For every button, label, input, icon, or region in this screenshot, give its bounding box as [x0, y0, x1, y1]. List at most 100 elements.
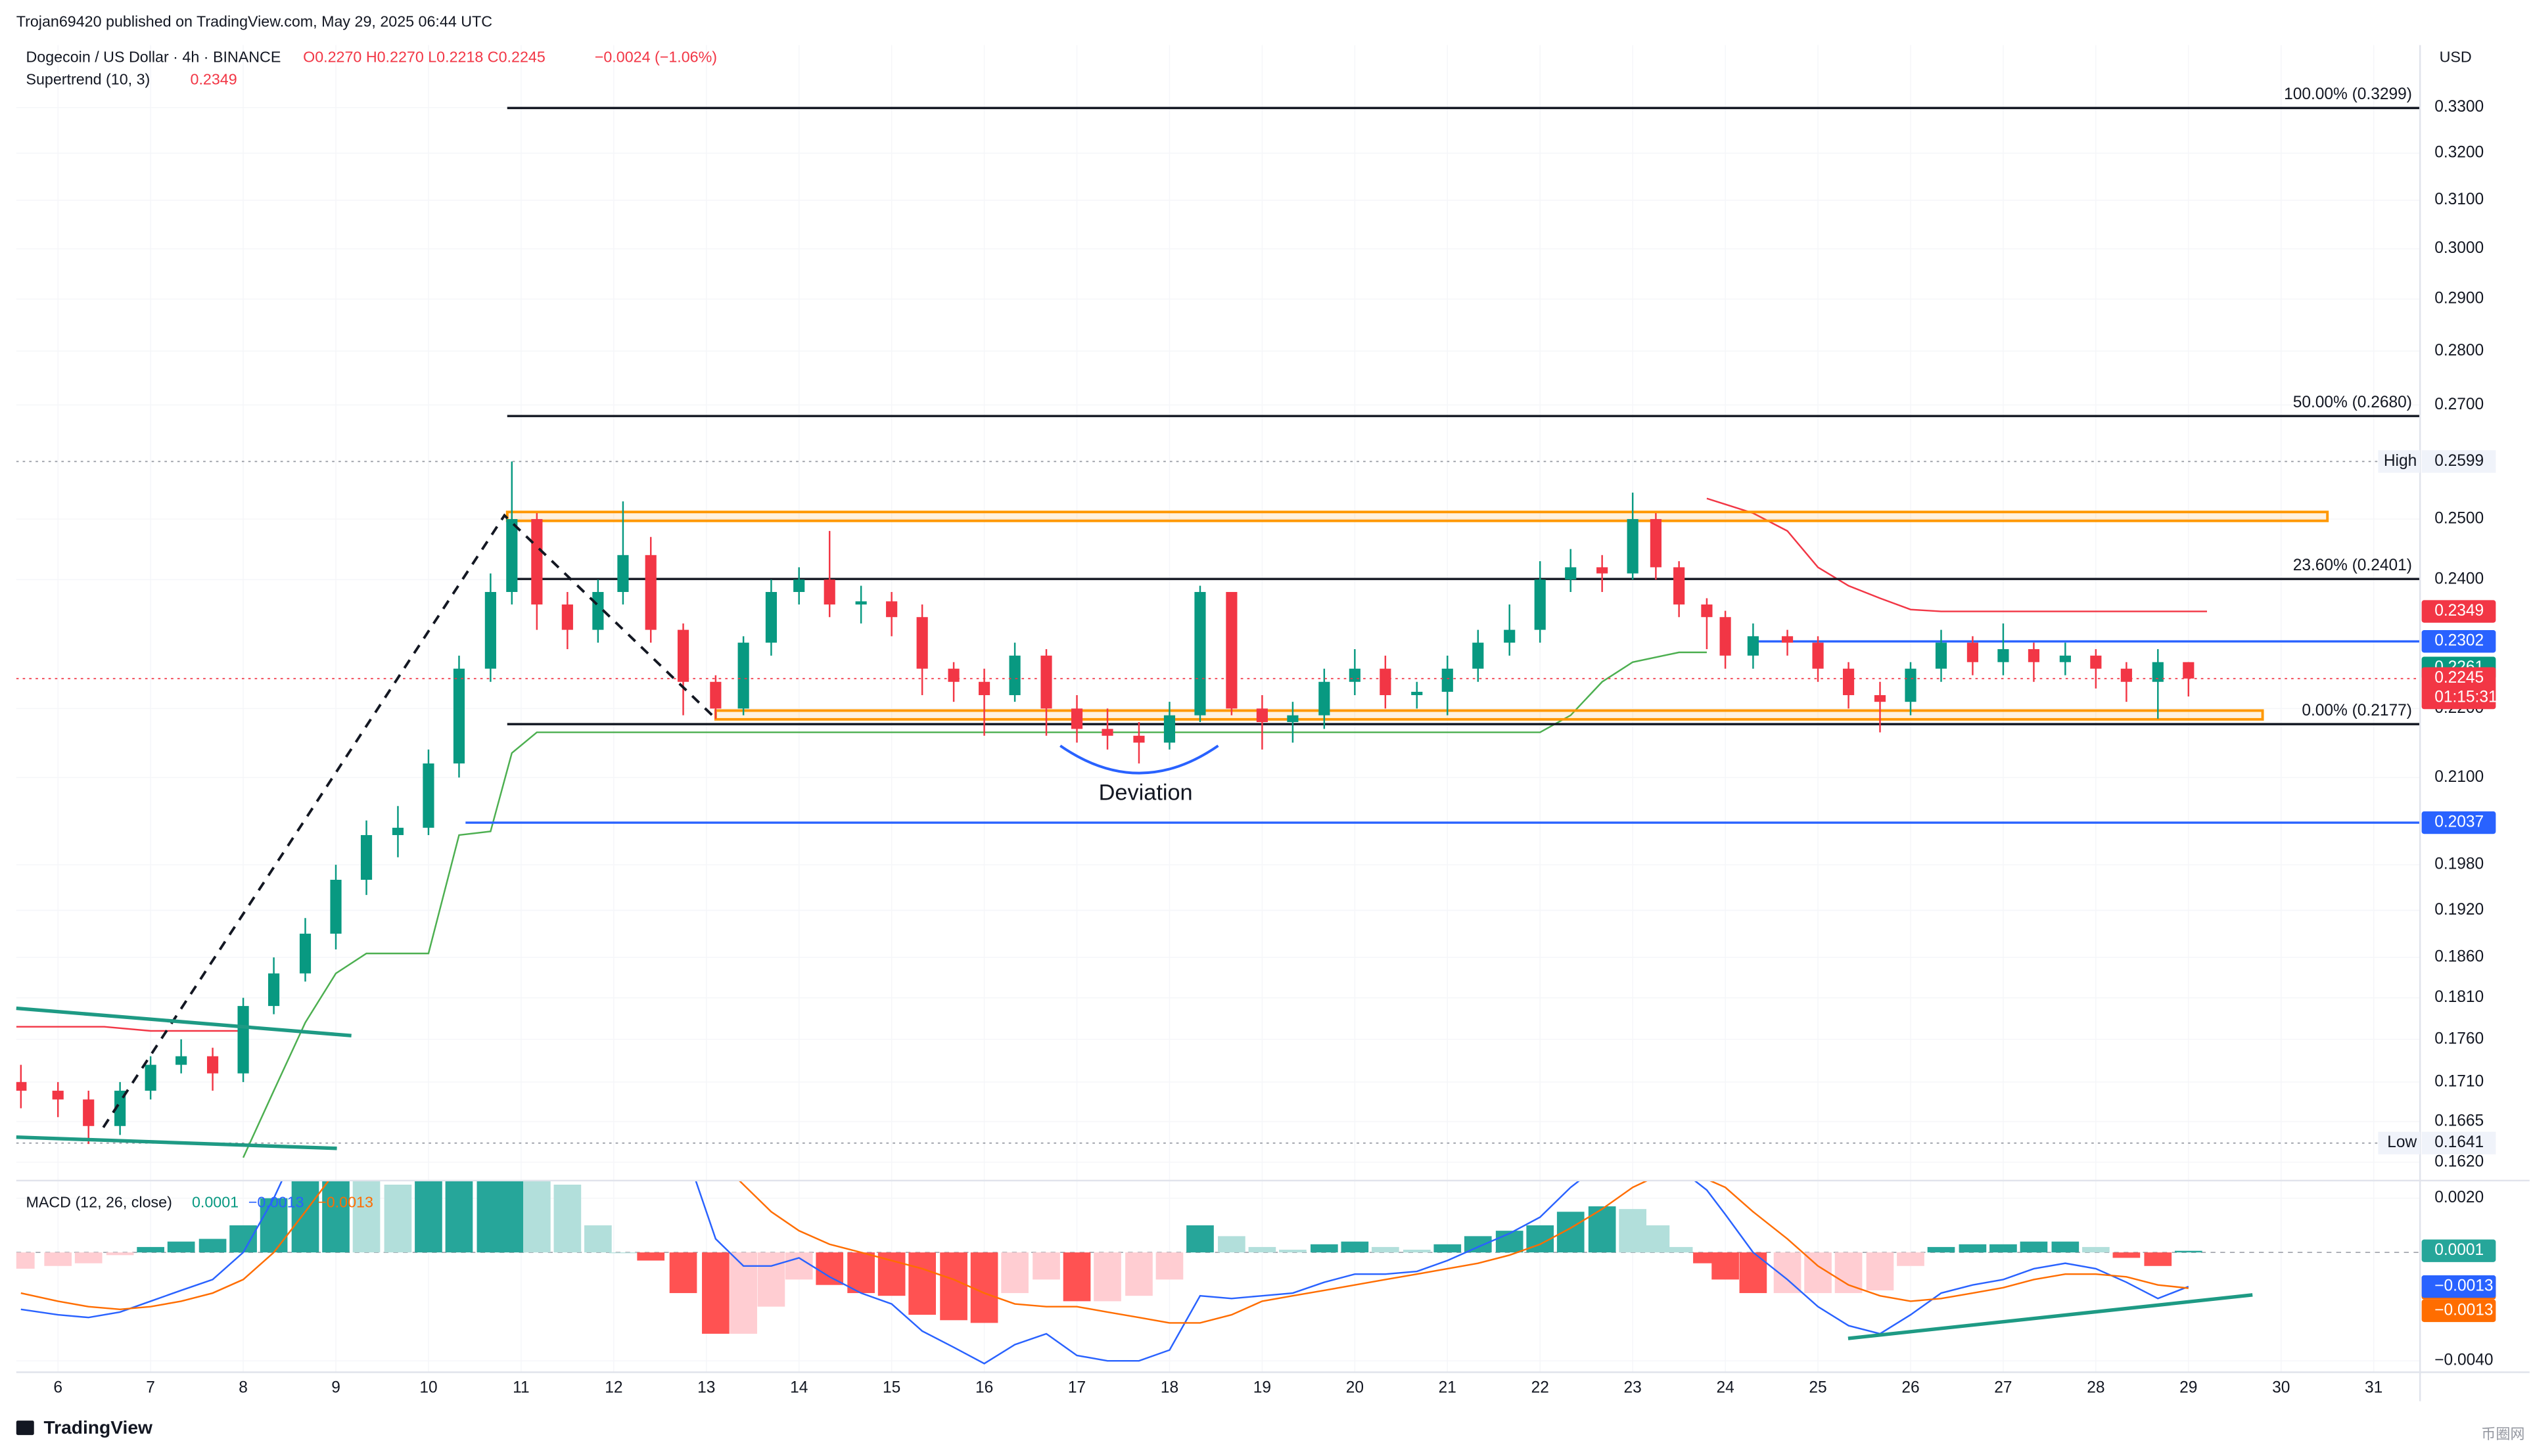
candle-body: [645, 555, 657, 630]
price-tag-box: [2421, 811, 2496, 834]
histogram-bar: [498, 1180, 526, 1253]
candle-body: [1534, 580, 1546, 630]
extreme-tag: 0.2599: [2434, 452, 2484, 470]
x-tick-label: 20: [1346, 1379, 1364, 1397]
candle-body: [16, 1081, 27, 1091]
histogram-bar: [785, 1252, 813, 1280]
price-pane: [16, 106, 2421, 1158]
x-tick-label: 9: [331, 1379, 340, 1397]
y-tick-label: 0.2900: [2434, 290, 2484, 307]
histogram-bar: [1804, 1252, 1832, 1294]
histogram-bar: [1063, 1252, 1091, 1302]
histogram-bar: [816, 1252, 844, 1285]
x-tick-label: 28: [2087, 1379, 2104, 1397]
y-tick-label: 0.1620: [2434, 1152, 2484, 1170]
histogram-bar: [730, 1252, 757, 1334]
candle-body: [1287, 715, 1299, 723]
candle-body: [617, 555, 629, 592]
price-tag: 0.2245: [2434, 669, 2484, 687]
trend-line: [16, 1006, 352, 1037]
macd-tag-box: [2421, 1299, 2496, 1323]
macd-legend-signal: −0.0013: [317, 1193, 373, 1210]
price-tag-box: [2421, 667, 2496, 710]
trend-line: [16, 1135, 337, 1150]
x-tick-label: 31: [2365, 1379, 2382, 1397]
histogram-bar: [2051, 1241, 2080, 1253]
histogram-bar: [1711, 1252, 1739, 1280]
currency: USD: [2440, 48, 2472, 65]
candle-body: [1747, 636, 1759, 656]
histogram-bar: [877, 1252, 906, 1296]
histogram-bar: [1642, 1225, 1670, 1253]
histogram-bar: [1927, 1246, 1955, 1253]
histogram-bar: [16, 1252, 35, 1269]
x-tick-label: 21: [1439, 1379, 1456, 1397]
histogram-bar: [445, 1180, 473, 1253]
macd-tag-box: [2421, 1239, 2496, 1262]
histogram-bar: [1403, 1250, 1431, 1253]
candle-body: [268, 973, 280, 1007]
symbol-title: Dogecoin / US Dollar · 4h · BINANCE: [26, 48, 281, 65]
y-tick-label: 0.2400: [2434, 570, 2484, 588]
histogram-bar: [44, 1252, 72, 1266]
candle-body: [1133, 735, 1145, 743]
x-tick-label: 12: [605, 1379, 622, 1397]
candle-body: [1226, 591, 1238, 709]
histogram-bar: [1001, 1252, 1029, 1294]
candle-body: [710, 681, 722, 709]
histogram-bar: [1372, 1246, 1399, 1253]
grid: [16, 45, 2421, 1373]
histogram-bar: [1155, 1252, 1184, 1280]
supertrend-line: [242, 651, 1707, 1158]
y-tick-label: 0.3200: [2434, 144, 2484, 162]
price-change: −0.0024 (−1.06%): [595, 48, 717, 65]
x-tick-label: 7: [146, 1379, 155, 1397]
candle-body: [1966, 643, 1978, 662]
candle-body: [2120, 668, 2132, 682]
histogram-bar: [1959, 1244, 1987, 1253]
histogram-bar: [1033, 1252, 1060, 1280]
candle-body: [2059, 655, 2071, 662]
candle-body: [1997, 648, 2009, 662]
candle-body: [1905, 668, 1917, 702]
annotation: Deviation: [1099, 781, 1193, 806]
fib-label: 50.00% (0.2680): [2293, 394, 2412, 411]
y-tick-label: 0.2700: [2434, 396, 2484, 413]
histogram-bar: [847, 1252, 875, 1294]
candle-body: [1380, 668, 1391, 695]
histogram-bar: [1665, 1246, 1693, 1253]
histogram-bar: [2112, 1252, 2141, 1258]
macd-tag-box: [2421, 1275, 2496, 1298]
histogram-bar: [1125, 1252, 1153, 1296]
candle-body: [453, 668, 465, 763]
histogram-bar: [1989, 1244, 2017, 1253]
histogram-bar: [2082, 1246, 2110, 1253]
candle-body: [979, 681, 990, 695]
candle-body: [1596, 567, 1608, 574]
candle-body: [793, 580, 805, 592]
zone-box: [505, 511, 2329, 522]
histogram-bar: [1464, 1236, 1492, 1253]
dashed-swing: [102, 513, 718, 1129]
histogram-bar: [352, 1180, 381, 1253]
candle-body: [392, 827, 404, 835]
candle-body: [1650, 519, 1662, 568]
x-tick-label: 10: [419, 1379, 437, 1397]
candle-body: [1935, 643, 1947, 669]
x-tick-label: 23: [1624, 1379, 1642, 1397]
candle-body: [2183, 662, 2195, 679]
macd-title: MACD (12, 26, close): [26, 1193, 172, 1210]
candle-body: [737, 643, 749, 709]
candle-body: [299, 934, 312, 974]
candle-body: [360, 834, 373, 880]
macd-pane: [16, 1180, 2421, 1365]
histogram-bar: [1619, 1209, 1647, 1253]
brand: TradingView: [16, 1417, 152, 1438]
histogram-bar: [1739, 1252, 1767, 1294]
candle-body: [484, 591, 496, 669]
histogram-bar: [1495, 1231, 1523, 1253]
candle-body: [1441, 668, 1453, 692]
candle-body: [2090, 655, 2102, 669]
